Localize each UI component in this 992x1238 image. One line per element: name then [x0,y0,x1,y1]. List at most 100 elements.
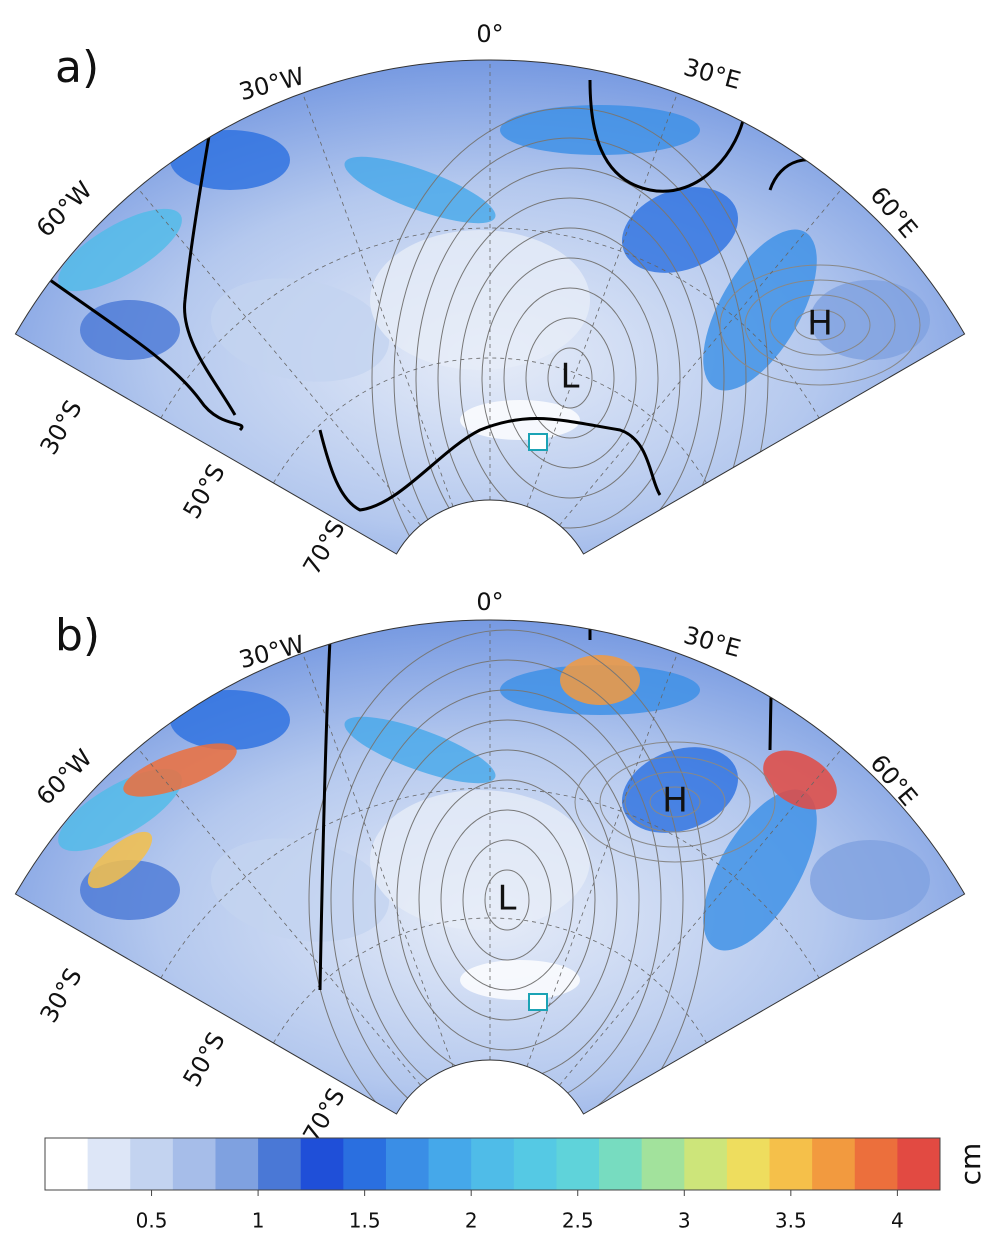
colorbar-swatch [45,1138,89,1190]
low-marker: L [561,357,580,397]
field-blob [621,187,739,273]
streamline [418,779,596,1021]
streamline [794,309,846,341]
streamline [599,756,751,848]
field-blob [703,229,817,391]
colorbar-tick-label: 2.5 [562,1209,594,1233]
streamline [744,279,896,371]
colorbar-swatch [215,1138,259,1190]
streamline [440,809,574,991]
longitude-label: 0° [476,588,503,616]
streamline [525,317,615,439]
field-blob [170,130,290,190]
parallel [160,227,820,419]
streamline [396,749,618,1051]
longitude-label: 0° [476,20,503,48]
meridian [137,187,421,526]
colorbar-swatch [513,1138,557,1190]
streamline [503,287,637,469]
streamline [624,771,726,833]
colorbar-swatch [172,1138,216,1190]
field-blob [170,690,290,750]
latitude-label: 30°S [35,963,88,1027]
field-blob [370,230,590,370]
field-blob [560,655,640,705]
colorbar-tick-label: 1.5 [349,1209,381,1233]
field-blob [810,840,930,920]
field-blob [87,831,153,889]
colorbar-swatch [130,1138,174,1190]
streamline [330,659,684,1114]
colorbar-swatch [258,1138,302,1190]
low-marker: L [498,879,517,919]
colorbar-unit: cm [954,1143,987,1186]
colorbar-swatch [385,1138,430,1190]
colorbar-tick-label: 0.5 [136,1209,168,1233]
colorbar-swatch [769,1138,813,1190]
streamline [719,264,921,386]
coastline [49,129,244,432]
streamline [371,107,769,555]
longitude-label: 30°E [681,621,744,663]
map-panel [15,60,965,555]
streamline [484,869,530,931]
latitude-label: 50°S [178,459,231,523]
field-blob [80,300,180,360]
field-blob [123,743,237,797]
field-blob [370,790,590,930]
field-blob [344,156,496,224]
field-blob [703,789,817,951]
streamline [462,839,552,961]
streamline [769,294,871,356]
site-marker [528,993,548,1011]
parallel [160,787,820,979]
colorbar-swatch [428,1138,472,1190]
colorbar-swatch [726,1138,771,1190]
colorbar-swatch [343,1138,387,1190]
colorbar-swatch [87,1138,131,1190]
field-blob [344,716,496,784]
high-marker: H [662,781,688,821]
colorbar-swatch [556,1138,600,1190]
streamline [459,227,681,529]
colorbar-swatch [812,1138,856,1190]
colorbar-swatch [300,1138,344,1190]
colorbar-swatch [854,1138,898,1190]
meridian [302,92,454,507]
field-blob [810,280,930,360]
streamline [308,629,706,1114]
latitude-label: 70°S [298,515,351,579]
colorbar-swatch [599,1138,643,1190]
high-marker: H [807,304,833,344]
colorbar-swatch [897,1138,941,1190]
field-blob [58,208,182,292]
coastline [318,417,662,512]
meridian [559,187,843,526]
field-blob [500,105,700,155]
colorbar-tick-label: 2 [465,1209,478,1233]
colorbar-tick-label: 1 [252,1209,265,1233]
streamline [481,257,659,499]
field-blob [763,750,837,810]
site-marker [528,433,548,451]
map-panel [15,620,965,1114]
longitude-label: 30°E [681,53,744,95]
field-blob [621,747,739,833]
colorbar-swatch [684,1138,728,1190]
meridian [526,652,678,1067]
streamline [547,347,593,409]
streamline [415,167,725,555]
field-blob [210,838,390,942]
longitude-label: 60°W [31,176,98,243]
panel-label: a) [55,42,99,93]
colorbar-frame [44,1137,941,1191]
colorbar-tick-label: 3.5 [775,1209,807,1233]
fan-outline [14,59,966,555]
colorbar-tick-label: 4 [891,1209,904,1233]
colorbar-swatch [471,1138,515,1190]
meridian [137,747,421,1086]
colorbar-swatch [641,1138,685,1190]
panel-label: b) [55,610,100,661]
